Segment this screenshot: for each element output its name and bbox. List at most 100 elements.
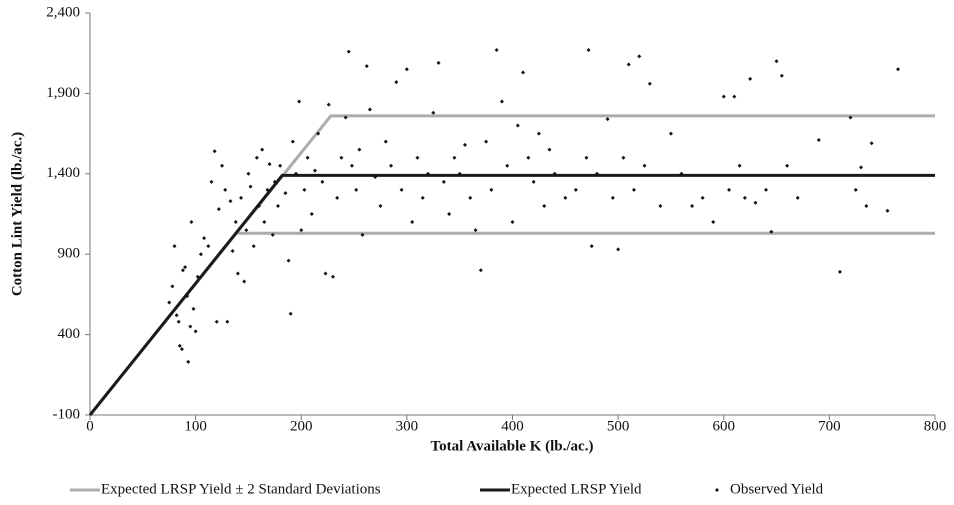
point xyxy=(343,115,348,120)
point xyxy=(764,187,768,192)
point xyxy=(526,155,531,160)
point xyxy=(389,163,394,168)
point xyxy=(262,220,267,225)
point xyxy=(690,203,695,208)
point xyxy=(244,228,249,233)
point xyxy=(191,306,196,311)
point xyxy=(542,203,547,208)
point xyxy=(473,228,478,233)
point xyxy=(721,94,726,99)
point xyxy=(188,324,193,329)
point xyxy=(769,229,774,234)
point xyxy=(563,195,568,200)
point xyxy=(290,139,295,144)
line xyxy=(88,173,935,416)
point xyxy=(242,279,247,284)
point xyxy=(753,200,758,205)
point xyxy=(441,179,446,184)
point xyxy=(323,271,328,276)
point xyxy=(436,60,441,65)
point xyxy=(228,199,233,204)
point xyxy=(206,244,211,249)
point xyxy=(505,163,510,168)
x-tick-label: 100 xyxy=(184,418,207,434)
point xyxy=(795,195,800,200)
point xyxy=(223,187,228,192)
legend-label: Observed Yield xyxy=(730,481,824,497)
point xyxy=(426,171,430,176)
x-tick-label: 500 xyxy=(607,418,630,434)
point xyxy=(462,142,467,147)
line xyxy=(88,114,935,416)
point xyxy=(647,81,652,86)
point xyxy=(531,179,536,184)
y-tick-label: 2,400 xyxy=(46,4,80,20)
x-tick-label: 700 xyxy=(818,418,841,434)
point xyxy=(631,187,636,192)
point xyxy=(302,187,307,192)
point xyxy=(186,359,191,364)
point xyxy=(288,311,293,316)
point xyxy=(848,115,853,120)
point xyxy=(367,107,372,112)
point xyxy=(547,147,552,152)
point xyxy=(251,244,256,249)
point xyxy=(212,149,217,154)
x-tick-label: 200 xyxy=(290,418,313,434)
point xyxy=(233,220,238,225)
point xyxy=(626,62,631,67)
y-tick-label: 1,400 xyxy=(46,165,80,181)
point xyxy=(230,248,235,253)
point xyxy=(383,139,388,144)
point xyxy=(668,131,673,136)
point xyxy=(478,268,483,273)
point xyxy=(494,47,499,52)
point xyxy=(183,265,188,270)
point xyxy=(349,163,354,168)
point xyxy=(595,171,599,176)
point xyxy=(637,54,642,59)
point xyxy=(605,117,610,122)
point xyxy=(447,212,452,216)
point xyxy=(573,187,578,192)
point xyxy=(216,207,221,212)
point xyxy=(276,203,281,208)
point xyxy=(589,244,594,249)
point xyxy=(330,274,335,279)
point xyxy=(616,247,621,252)
y-tick-label: 1,900 xyxy=(46,85,80,101)
point xyxy=(399,187,404,192)
point xyxy=(293,171,298,176)
point xyxy=(195,274,200,279)
x-tick-label: 0 xyxy=(86,418,94,434)
point xyxy=(257,203,261,208)
point xyxy=(869,141,874,146)
point xyxy=(364,64,369,69)
point xyxy=(404,67,409,72)
x-tick-label: 400 xyxy=(501,418,524,434)
point xyxy=(312,168,317,173)
legend-label: Expected LRSP Yield xyxy=(511,481,642,497)
point xyxy=(499,99,504,104)
point xyxy=(248,184,253,189)
point xyxy=(177,343,182,348)
point xyxy=(378,203,383,208)
point xyxy=(225,319,230,324)
point xyxy=(305,155,310,160)
y-tick-label: 400 xyxy=(58,326,81,342)
y-tick-label: 900 xyxy=(58,246,81,262)
point xyxy=(452,155,457,160)
point xyxy=(642,163,647,168)
point xyxy=(179,347,184,352)
point xyxy=(246,171,251,176)
point xyxy=(420,195,425,200)
point xyxy=(457,171,462,176)
point xyxy=(737,163,742,168)
x-tick-label: 300 xyxy=(396,418,419,434)
point xyxy=(239,195,244,200)
point xyxy=(202,236,207,241)
point xyxy=(214,319,219,324)
legend-swatch xyxy=(715,488,719,492)
